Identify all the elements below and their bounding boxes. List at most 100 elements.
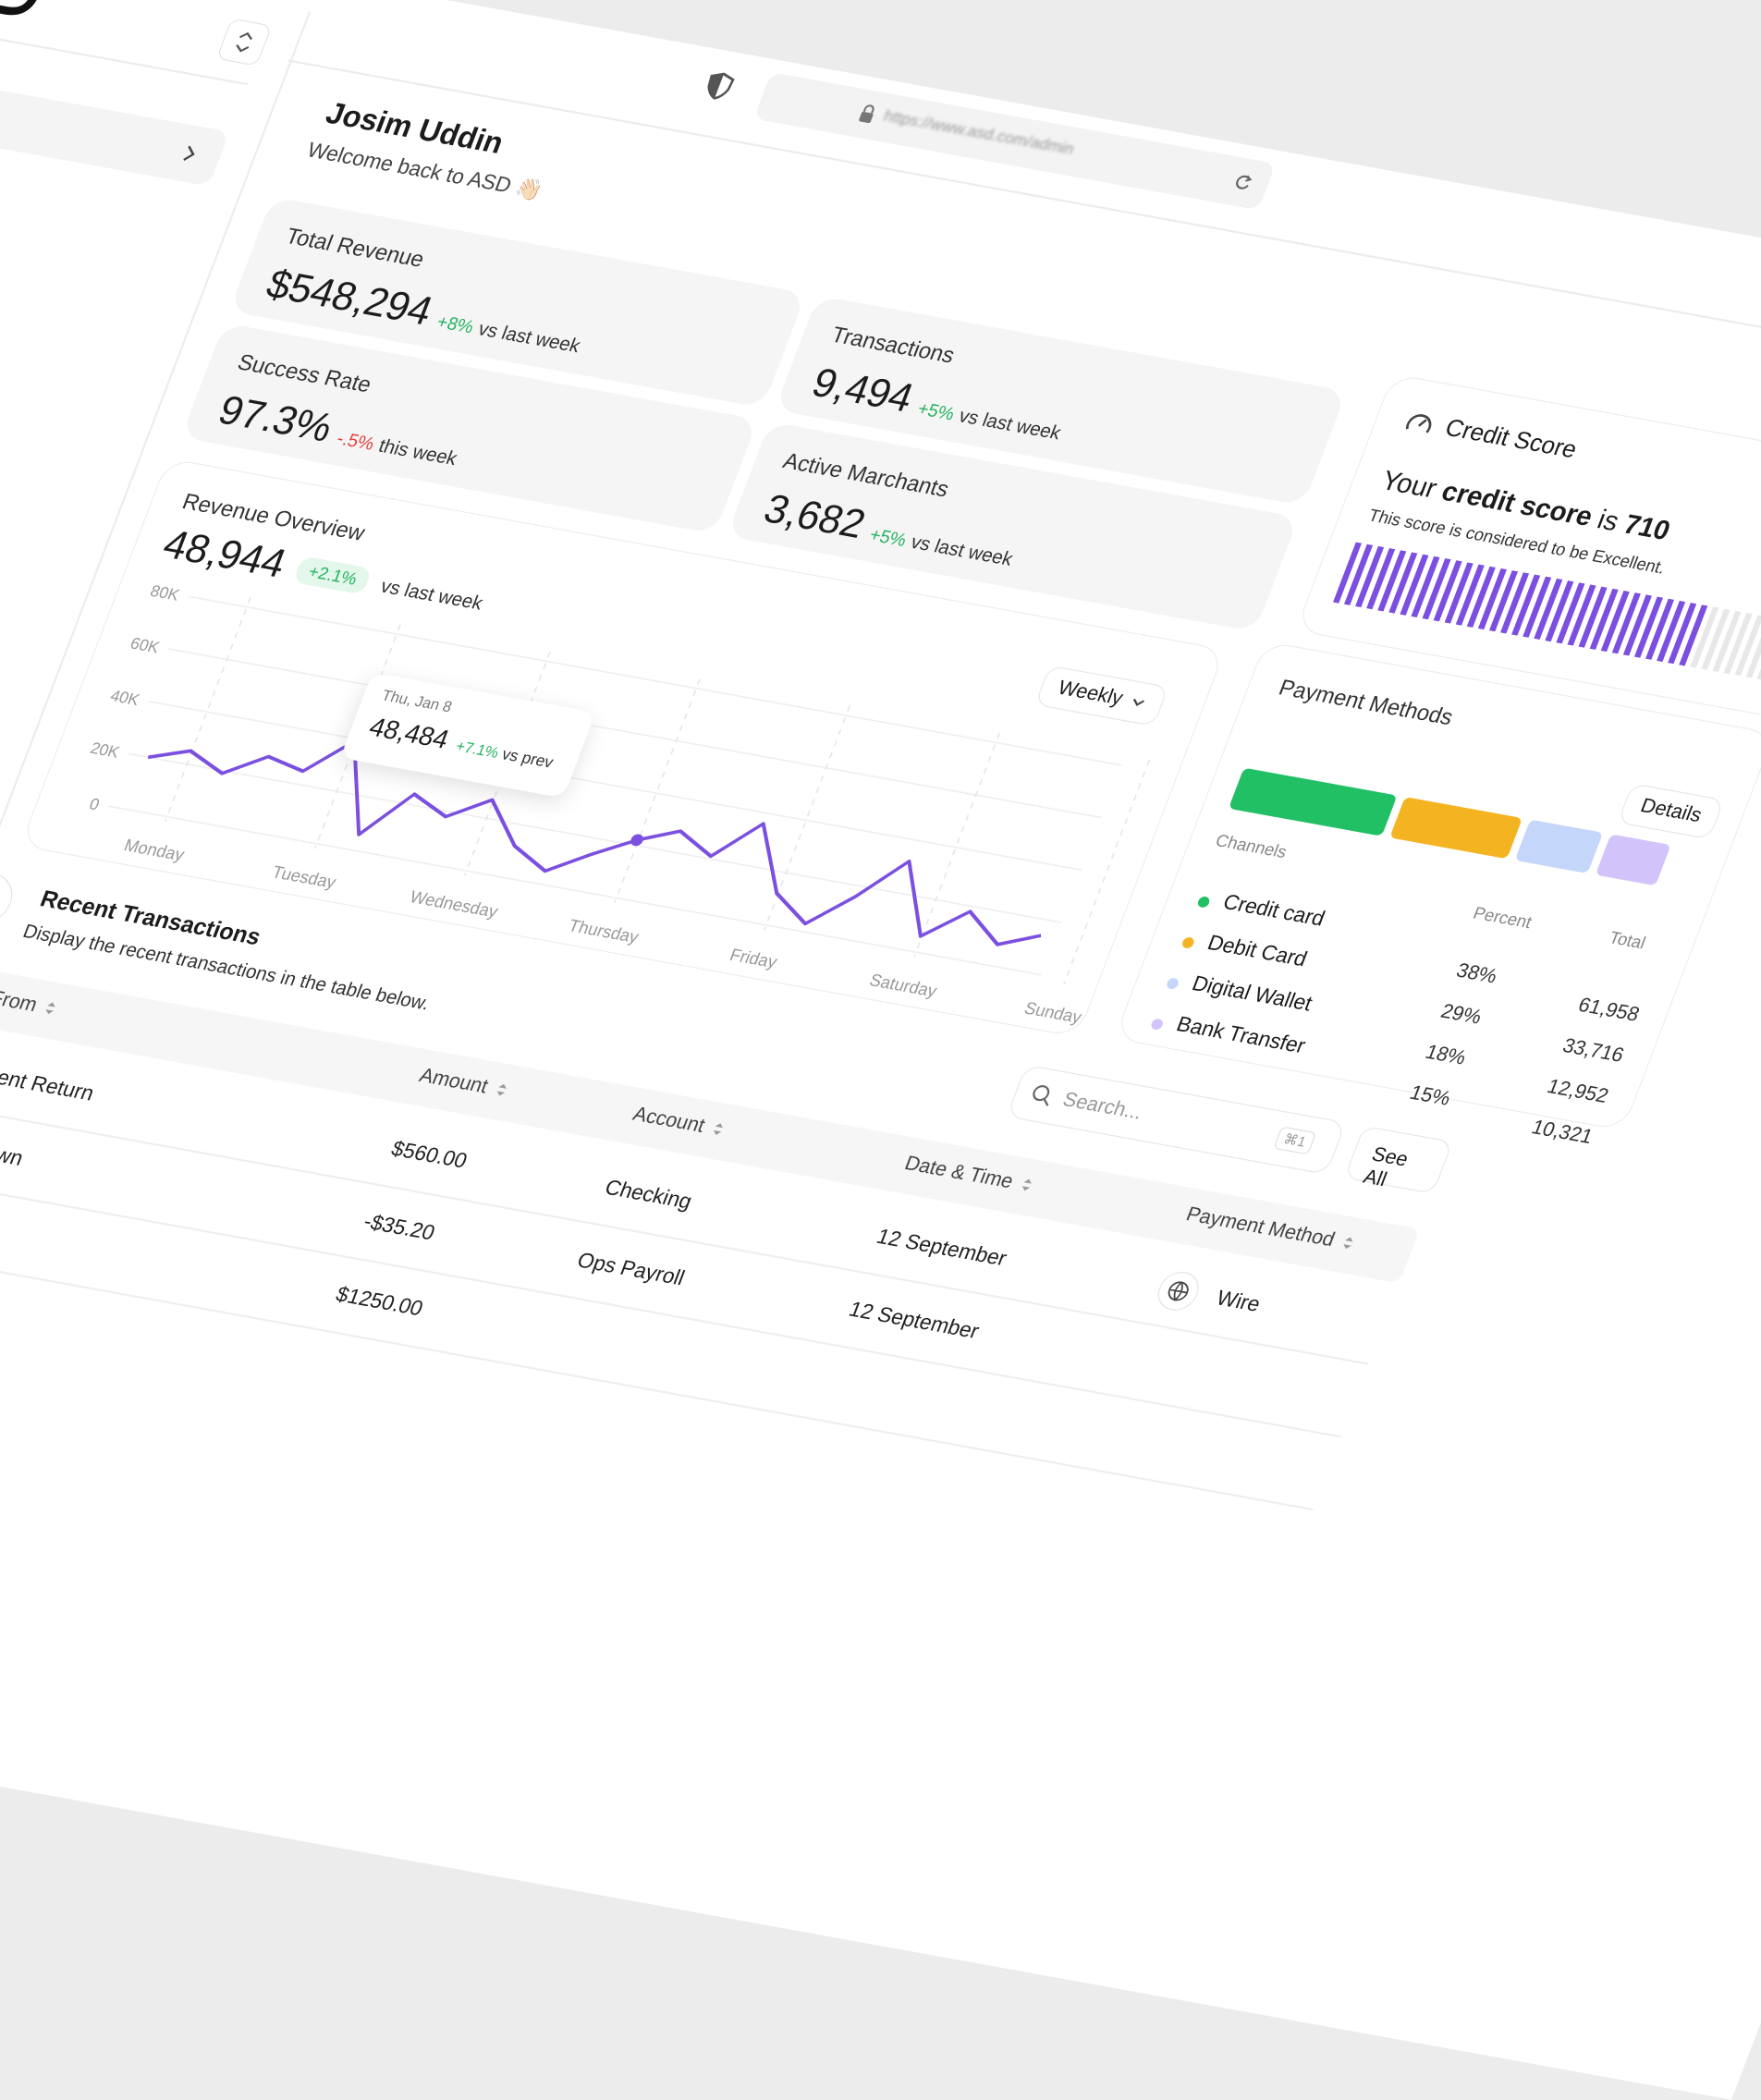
- search-icon: [1033, 1085, 1050, 1106]
- meter-stripe: [1534, 578, 1563, 641]
- table-header[interactable]: Amount: [416, 1065, 513, 1103]
- y-tick-label: 80K: [148, 581, 182, 604]
- table-cell: James Brown: [0, 1126, 27, 1171]
- headline-middle: is: [1593, 504, 1624, 537]
- channel-dot: [1180, 936, 1196, 949]
- x-tick-label: Tuesday: [269, 861, 339, 892]
- sort-icon: [46, 1002, 56, 1015]
- column-header: Percent: [1470, 903, 1535, 933]
- period-select[interactable]: Weekly: [1034, 665, 1169, 727]
- revenue-line: [148, 739, 1042, 946]
- meter-stripe: [1589, 588, 1619, 650]
- meter-stripe: [1712, 610, 1742, 673]
- meter-stripe: [1600, 590, 1630, 653]
- url-bar[interactable]: https://www.asd.com/admin: [753, 72, 1277, 211]
- meter-stripe: [1745, 617, 1761, 678]
- see-all-button[interactable]: See All: [1343, 1125, 1453, 1194]
- day-grid-line: [164, 597, 251, 822]
- meter-stripe: [1377, 550, 1407, 612]
- meter-stripe: [1611, 592, 1641, 654]
- toggle-icon: [236, 31, 253, 53]
- stat-change: +8%: [434, 311, 477, 337]
- stat-note: this week: [375, 435, 460, 470]
- table-header[interactable]: Account: [630, 1103, 729, 1142]
- sort-icon: [1343, 1237, 1353, 1250]
- meter-stripe: [1400, 554, 1429, 616]
- x-tick-label: Wednesday: [407, 886, 501, 921]
- y-tick-label: 20K: [88, 739, 122, 762]
- x-tick-label: Friday: [728, 945, 781, 971]
- headline-prefix: Your: [1376, 465, 1442, 504]
- tooltip-value: 48,484: [365, 711, 454, 755]
- table-header[interactable]: Date & Time: [901, 1153, 1038, 1198]
- channel-total: 33,716: [1559, 1034, 1627, 1068]
- search-shortcut: ⌘1: [1273, 1126, 1317, 1155]
- day-grid-line: [614, 678, 701, 903]
- meter-stripe: [1545, 580, 1574, 642]
- shield-icon: [707, 72, 735, 100]
- meter-stripe: [1355, 545, 1385, 608]
- meter-stripe: [1500, 572, 1530, 634]
- channel-name: Debit Card: [1204, 931, 1311, 971]
- details-button[interactable]: Details: [1617, 783, 1725, 840]
- x-tick-label: Saturday: [867, 970, 941, 1000]
- credit-card: Credit Score Your credit score is 710 Th…: [1295, 373, 1761, 723]
- search-box[interactable]: Search... ⌘1: [1006, 1064, 1347, 1175]
- payment-bar: [1228, 767, 1671, 886]
- globe-ring: [1157, 1272, 1199, 1311]
- x-tick-label: Monday: [121, 836, 188, 865]
- sidebar-item[interactable]: [0, 63, 230, 187]
- meter-stripe: [1556, 582, 1585, 644]
- sidebar-toggle[interactable]: [215, 18, 273, 67]
- sort-arrows: [496, 1083, 507, 1096]
- sort-arrows: [1343, 1237, 1353, 1250]
- tooltip-change: +7.1%: [453, 738, 502, 763]
- reload-icon[interactable]: [1229, 171, 1256, 194]
- meter-stripe: [1455, 564, 1485, 626]
- meter-stripe: [1366, 548, 1396, 610]
- table-header[interactable]: Payment Method: [1182, 1203, 1359, 1256]
- column-header: Channels: [1213, 830, 1290, 862]
- chevron: [183, 145, 195, 161]
- table-cell: Ops Payroll: [573, 1248, 688, 1290]
- gauge-icon: [1405, 414, 1432, 433]
- meter-stripe: [1657, 600, 1686, 663]
- stat-value: $548,294: [260, 262, 439, 335]
- channel-name: Bank Transfer: [1173, 1012, 1309, 1058]
- channel-name: Credit card: [1219, 890, 1328, 932]
- x-tick-label: Sunday: [1021, 998, 1085, 1027]
- grid-line: [108, 805, 1042, 976]
- channel-total: 12,952: [1544, 1075, 1612, 1108]
- meter-stripe: [1411, 556, 1440, 618]
- globe-lines: [1168, 1281, 1189, 1301]
- table-cell: Wire: [1213, 1286, 1264, 1317]
- channel-dot: [1149, 1018, 1165, 1032]
- table-cell: 12 September: [873, 1225, 1010, 1271]
- table-cell: -$35.20: [360, 1210, 438, 1245]
- day-grid-line: [913, 732, 1001, 958]
- tooltip-note: vs prev: [499, 746, 556, 772]
- meter-stripe: [1578, 586, 1608, 648]
- logo: [0, 0, 43, 16]
- y-tick-label: 60K: [128, 634, 162, 657]
- grid-line: [148, 700, 1082, 872]
- line-chart: 0 20K 40K 60K 80K Monday Tuesday Wednesday Thurs…: [87, 581, 1151, 1027]
- table-cell: Checking: [601, 1176, 695, 1214]
- globe-icon: [1157, 1272, 1199, 1311]
- table-cell: $560.00: [387, 1137, 471, 1173]
- lock-icon: [859, 104, 874, 124]
- search-placeholder: Search...: [1059, 1088, 1146, 1125]
- table-header[interactable]: To / From: [0, 980, 62, 1020]
- column-header: Total: [1606, 927, 1649, 953]
- payment-segment: [1595, 834, 1671, 886]
- channel-percent: 18%: [1422, 1041, 1470, 1070]
- meter-stripe: [1477, 568, 1507, 630]
- meter-stripe: [1422, 557, 1451, 620]
- stat-value: 9,494: [805, 360, 920, 421]
- channel-percent: 29%: [1437, 1000, 1486, 1029]
- day-grid-line: [1063, 760, 1151, 984]
- meter-stripe: [1567, 584, 1596, 646]
- payment-title: Payment Methods: [1275, 674, 1457, 730]
- channel-dot: [1196, 896, 1212, 909]
- stat-note: vs last week: [474, 318, 583, 358]
